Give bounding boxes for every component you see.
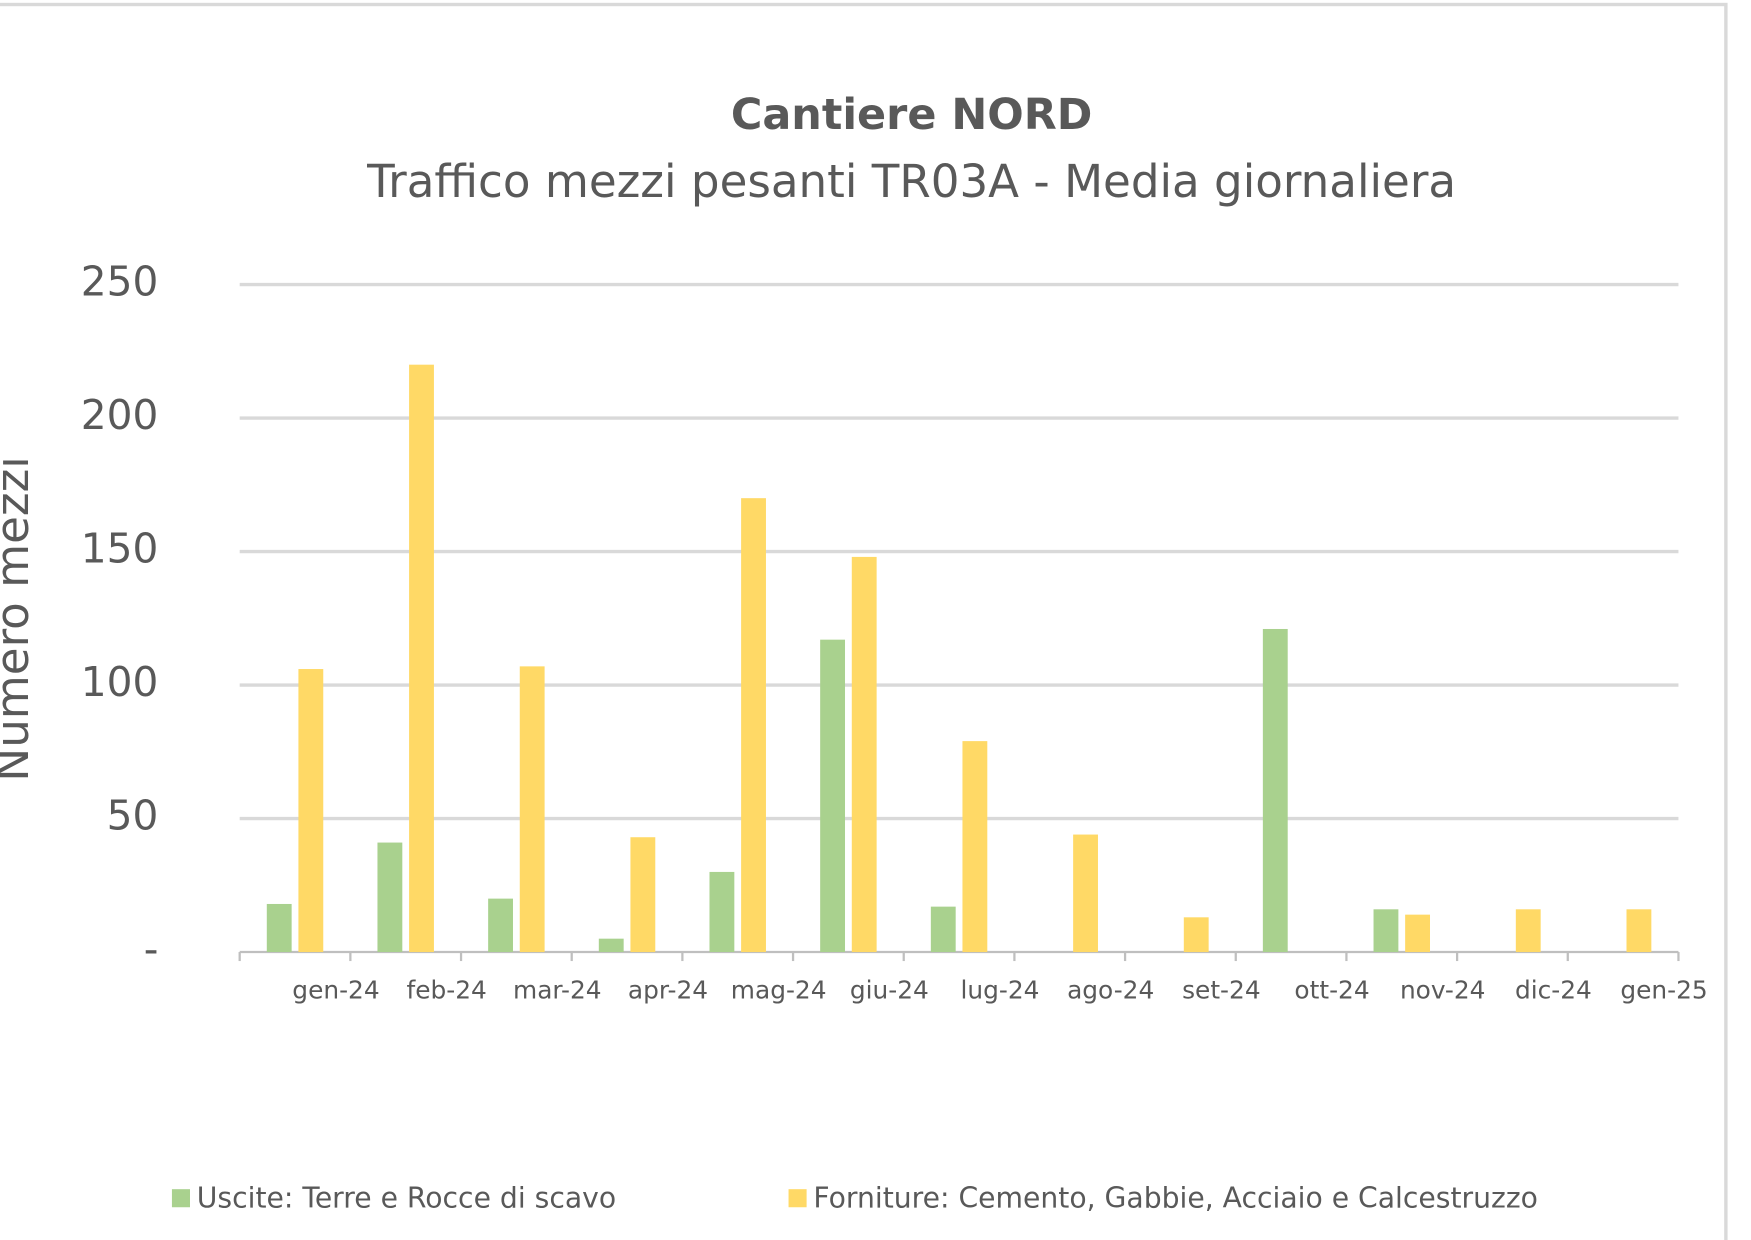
y-tick-label: 150: [81, 525, 159, 573]
x-tick-label: nov-24: [1400, 976, 1486, 1005]
bar: [930, 906, 956, 953]
x-tick-label: mar-24: [513, 976, 602, 1005]
bar: [1626, 909, 1652, 953]
bar: [820, 639, 846, 953]
bar: [298, 669, 324, 953]
bar: [488, 898, 513, 953]
y-tick-label: 250: [81, 258, 159, 306]
bar: [519, 666, 545, 953]
y-tick-label: 200: [81, 391, 159, 439]
bar: [1405, 914, 1430, 953]
legend-swatch: [171, 1189, 190, 1208]
bar: [1262, 628, 1288, 953]
legend-swatch: [788, 1189, 807, 1208]
y-tick-label: 100: [81, 658, 159, 706]
x-tick-label: set-24: [1182, 976, 1261, 1005]
bar: [962, 741, 988, 953]
bar: [1183, 917, 1209, 953]
bar: [741, 498, 766, 953]
x-tick-label: dic-24: [1515, 976, 1592, 1005]
chart-subtitle: Traffico mezzi pesanti TR03A - Media gio…: [366, 155, 1456, 208]
bar: [630, 837, 656, 953]
bar: [1073, 834, 1098, 953]
bar: [851, 556, 877, 953]
bar: [1515, 909, 1541, 953]
legend-label: Uscite: Terre e Rocce di scavo: [197, 1181, 616, 1214]
bar: [709, 871, 735, 953]
x-tick-label: ago-24: [1067, 976, 1154, 1005]
x-tick-label: gen-25: [1620, 976, 1707, 1005]
x-tick-label: apr-24: [628, 976, 708, 1005]
x-tick-label: gen-24: [292, 976, 379, 1005]
bar: [266, 903, 292, 953]
y-tick-label: -: [144, 925, 159, 973]
y-axis-title: Numero mezzi: [0, 456, 39, 781]
bar: [377, 842, 403, 953]
chart-title: Cantiere NORD: [731, 90, 1093, 140]
x-tick-label: lug-24: [961, 976, 1040, 1005]
bar: [598, 938, 624, 953]
x-tick-label: ott-24: [1294, 976, 1369, 1005]
bar: [409, 364, 434, 953]
legend-label: Forniture: Cemento, Gabbie, Acciaio e Ca…: [813, 1181, 1538, 1214]
x-tick-label: giu-24: [850, 976, 929, 1005]
bar: [1373, 909, 1399, 953]
x-tick-label: mag-24: [731, 976, 827, 1005]
y-tick-label: 50: [107, 792, 159, 840]
x-tick-label: feb-24: [406, 976, 486, 1005]
